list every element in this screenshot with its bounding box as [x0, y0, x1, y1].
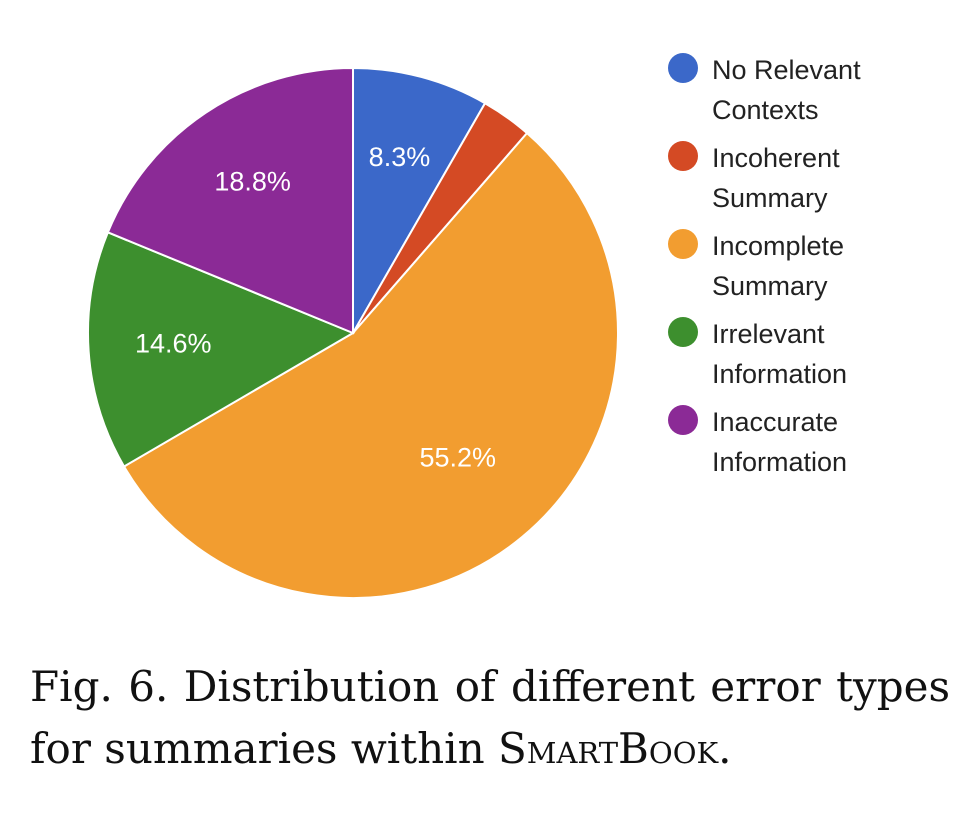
- legend-label: Incoherent Summary: [712, 143, 840, 213]
- legend-item-incoherent-summary: Incoherent Summary: [668, 138, 968, 218]
- legend-label: Incomplete Summary: [712, 231, 845, 301]
- pie-slice-labels: 8.3% 55.2% 14.6% 18.8%: [135, 142, 496, 473]
- legend-swatch: [668, 141, 698, 171]
- pie-slice-incomplete-summary: [122, 131, 619, 599]
- legend-label: Irrelevant Information: [712, 319, 848, 389]
- legend-swatch: [668, 405, 698, 435]
- legend-item-inaccurate-information: Inaccurate Information: [668, 402, 968, 482]
- pie-chart: 8.3% 55.2% 14.6% 18.8%: [87, 66, 619, 599]
- legend: No Relevant Contexts Incoherent Summary …: [668, 50, 968, 490]
- pie-slice-irrelevant-information: [87, 231, 356, 468]
- slice-label-irrelevant-information: 14.6%: [135, 329, 212, 359]
- legend-item-no-relevant-contexts: No Relevant Contexts: [668, 50, 968, 130]
- slice-label-no-relevant-contexts: 8.3%: [369, 142, 431, 172]
- slice-label-incomplete-summary: 55.2%: [419, 443, 496, 473]
- caption-text: Fig. 6. Distribution of different error …: [30, 662, 950, 773]
- legend-item-incomplete-summary: Incomplete Summary: [668, 226, 968, 306]
- legend-label: No Relevant Contexts: [712, 55, 861, 125]
- legend-swatch: [668, 53, 698, 83]
- caption-product-name: SmartBook: [497, 724, 719, 773]
- pie-slice-inaccurate-information: [106, 66, 354, 335]
- legend-swatch: [668, 317, 698, 347]
- legend-item-irrelevant-information: Irrelevant Information: [668, 314, 968, 394]
- pie-slices: [87, 66, 619, 599]
- slice-label-inaccurate-information: 18.8%: [214, 166, 291, 196]
- legend-swatch: [668, 229, 698, 259]
- pie-slice-no-relevant-contexts: [352, 66, 487, 337]
- caption-end: .: [718, 724, 732, 773]
- figure-caption: Fig. 6. Distribution of different error …: [30, 656, 950, 780]
- legend-label: Inaccurate Information: [712, 407, 848, 477]
